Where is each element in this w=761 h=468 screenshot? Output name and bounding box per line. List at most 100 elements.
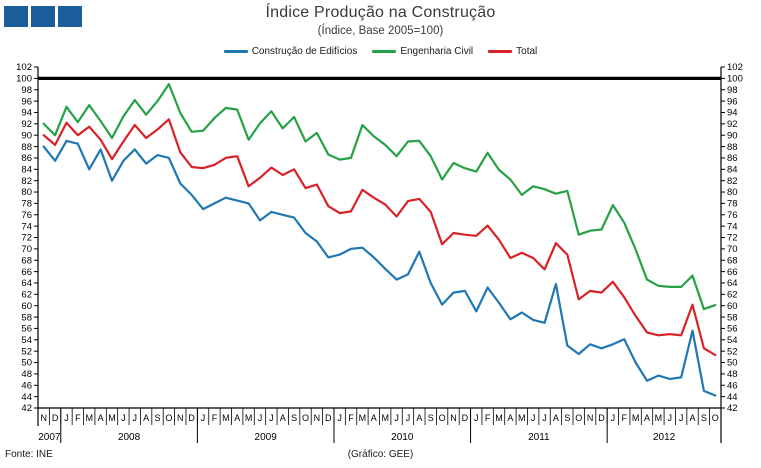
logo-square-icon (4, 6, 28, 27)
month-label: S (701, 413, 707, 423)
y-axis-label-right: 64 (727, 278, 738, 289)
month-label: O (712, 413, 719, 423)
month-label: A (644, 413, 650, 423)
y-axis-label-right: 58 (727, 312, 738, 323)
y-axis-label-left: 92 (21, 119, 32, 130)
y-axis-label-right: 102 (727, 62, 743, 73)
month-label: A (143, 413, 149, 423)
month-label: A (553, 413, 559, 423)
y-axis-label-left: 100 (16, 74, 32, 85)
y-axis-label-left: 68 (21, 255, 32, 266)
month-label: N (450, 413, 457, 423)
y-axis-label-left: 98 (21, 85, 32, 96)
month-label: J (668, 413, 673, 423)
series-line-total (42, 118, 717, 357)
month-label: A (98, 413, 104, 423)
month-label: O (165, 413, 172, 423)
y-axis-label-left: 62 (21, 290, 32, 301)
y-axis-label-left: 58 (21, 312, 32, 323)
month-label: N (40, 413, 47, 423)
y-axis-label-left: 86 (21, 153, 32, 164)
y-axis-label-right: 62 (727, 290, 738, 301)
y-axis-label-left: 72 (21, 233, 32, 244)
y-axis-label-left: 94 (21, 108, 32, 119)
y-axis-label-left: 80 (21, 187, 32, 198)
y-axis-label-left: 88 (21, 142, 32, 153)
month-label: D (188, 413, 195, 423)
month-label: J (269, 413, 274, 423)
y-axis-label-right: 52 (727, 346, 738, 357)
y-axis-label-right: 88 (727, 142, 738, 153)
legend-label: Engenharia Civil (400, 46, 474, 57)
y-axis-label-left: 82 (21, 176, 32, 187)
month-label: A (371, 413, 377, 423)
y-axis-label-left: 78 (21, 199, 32, 210)
month-label: D (325, 413, 332, 423)
logo-square-icon (31, 6, 55, 27)
month-label: M (222, 413, 230, 423)
month-label: A (234, 413, 240, 423)
y-axis-label-right: 78 (727, 199, 738, 210)
y-axis-label-left: 46 (21, 380, 32, 391)
y-axis-label-right: 66 (727, 267, 738, 278)
month-label: M (381, 413, 389, 423)
month-label: M (359, 413, 367, 423)
y-axis-label-right: 56 (727, 324, 738, 335)
y-axis-label-right: 82 (727, 176, 738, 187)
y-axis-label-right: 42 (727, 403, 738, 414)
y-axis-label-right: 92 (727, 119, 738, 130)
y-axis-label-left: 84 (21, 165, 32, 176)
month-label: A (690, 413, 696, 423)
month-label: J (337, 413, 342, 423)
legend-label: Construção de Edifícios (251, 46, 358, 57)
month-label: M (495, 413, 503, 423)
series-line-constru-o-de-edif-cios (42, 139, 717, 397)
month-label: M (518, 413, 526, 423)
year-label: 2009 (255, 432, 278, 443)
month-label: A (280, 413, 286, 423)
month-label: J (611, 413, 616, 423)
month-label: O (439, 413, 446, 423)
month-label: N (587, 413, 594, 423)
y-axis-label-right: 72 (727, 233, 738, 244)
month-label: D (462, 413, 469, 423)
month-label: J (64, 413, 69, 423)
month-label: J (474, 413, 479, 423)
y-axis-label-right: 80 (727, 187, 738, 198)
year-label: 2008 (118, 432, 141, 443)
y-axis-label-right: 44 (727, 392, 738, 403)
month-label: A (416, 413, 422, 423)
month-label: S (428, 413, 434, 423)
month-label: N (314, 413, 321, 423)
month-label: J (679, 413, 684, 423)
year-label: 2011 (528, 432, 550, 443)
y-axis-label-right: 54 (727, 335, 738, 346)
month-label: F (485, 413, 491, 423)
month-label: S (564, 413, 570, 423)
month-label: F (621, 413, 627, 423)
y-axis-label-left: 60 (21, 301, 32, 312)
y-axis-label-left: 54 (21, 335, 32, 346)
month-label: A (507, 413, 513, 423)
y-axis-label-right: 86 (727, 153, 738, 164)
y-axis-label-left: 52 (21, 346, 32, 357)
year-label: 2010 (391, 432, 414, 443)
month-label: J (542, 413, 547, 423)
y-axis-label-right: 70 (727, 244, 738, 255)
legend-item-total: Total (488, 46, 537, 57)
month-label: O (575, 413, 582, 423)
year-label: 2012 (653, 432, 676, 443)
y-axis-label-right: 60 (727, 301, 738, 312)
y-axis-label-right: 50 (727, 358, 738, 369)
month-label: M (108, 413, 116, 423)
month-label: S (155, 413, 161, 423)
month-label: F (348, 413, 354, 423)
chart-legend: Construção de Edifícios Engenharia Civil… (0, 46, 761, 57)
y-axis-label-right: 84 (727, 165, 738, 176)
month-label: J (394, 413, 399, 423)
y-axis-label-left: 70 (21, 244, 32, 255)
month-label: M (655, 413, 663, 423)
month-label: F (75, 413, 81, 423)
y-axis-label-left: 102 (16, 62, 32, 73)
